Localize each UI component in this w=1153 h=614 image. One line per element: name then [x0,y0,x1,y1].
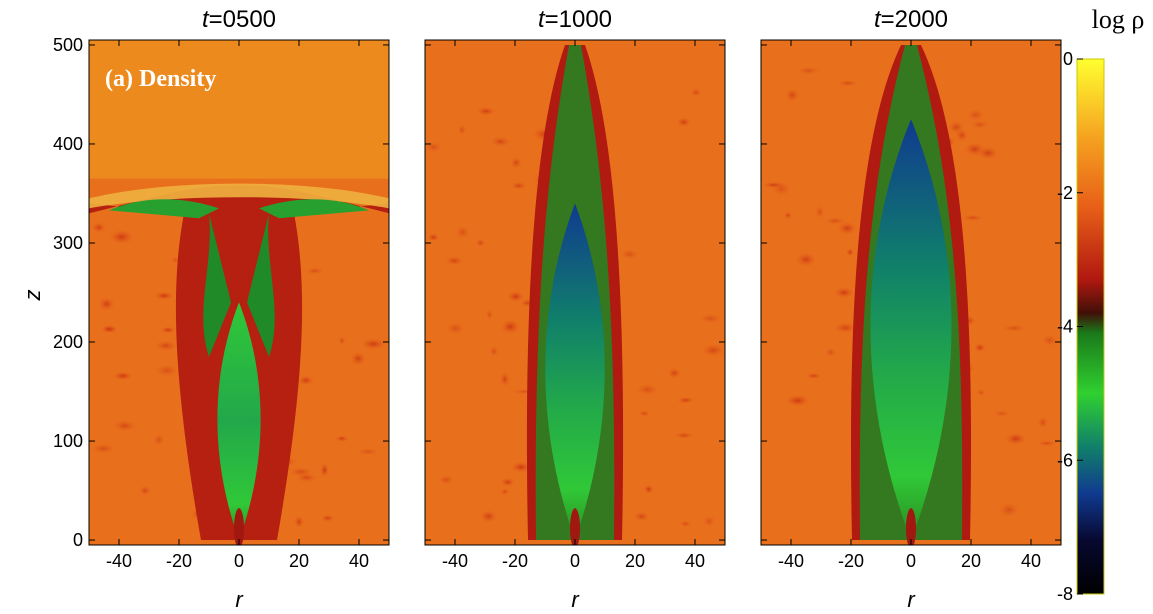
density-panel-2: -40 -20 0 20 40 [424,39,726,571]
panel-titles: t=0500 t=1000 t=2000 [202,6,948,33]
x-tick-label: 20 [289,551,309,571]
x-tick-label: -20 [166,551,192,571]
x-axis-label-1: r [235,587,244,612]
colorbar-tick-label: -2 [1057,183,1073,203]
density-panel-1: -40 -20 0 20 40 [88,39,390,571]
x-tick-label: 20 [961,551,981,571]
jet-cavity [870,119,952,541]
y-tick-label: 500 [53,35,83,55]
colorbar-tick-label: 0 [1063,49,1073,69]
colorbar-label: log ρ [1092,5,1145,34]
x-axis-label-3: r [907,587,916,612]
colorbar-ticks: 0 -2 -4 -6 -8 [1057,49,1083,604]
x-tick-label: -40 [778,551,804,571]
panel-title-1: t=0500 [202,6,276,33]
y-tick-label: 400 [53,134,83,154]
colorbar-tick-label: -4 [1057,317,1073,337]
y-axis-label: z [20,290,45,302]
y-tick-label: 100 [53,431,83,451]
colorbar-tick-label: -8 [1057,584,1073,604]
x-tick-label: 40 [1021,551,1041,571]
jet-cavity [217,302,261,541]
x-tick-label: 40 [685,551,705,571]
y-ticks: 0 100 200 300 400 500 [53,35,83,550]
x-axis-label-2: r [571,587,580,612]
y-tick-label: 200 [53,332,83,352]
x-tick-label: 20 [625,551,645,571]
x-tick-label: 0 [570,551,580,571]
x-tick-label: -20 [502,551,528,571]
panels: -40 -20 0 20 40 -40 -20 0 20 40 -40 -20 0 20 40 [88,39,1062,571]
jet-cavity [545,203,605,541]
x-tick-label: -40 [106,551,132,571]
x-tick-label: 40 [349,551,369,571]
x-tick-label: -20 [838,551,864,571]
y-tick-label: 300 [53,233,83,253]
panel-annotation: (a) Density [105,66,216,92]
panel-title-3: t=2000 [874,6,948,33]
colorbar-tick-label: -6 [1057,450,1073,470]
x-tick-label: -40 [442,551,468,571]
colorbar: log ρ 0 -2 -4 -6 -8 [1057,5,1144,604]
x-tick-label: 0 [234,551,244,571]
x-tick-label: 0 [906,551,916,571]
density-panel-3: -40 -20 0 20 40 [760,39,1062,571]
panel-title-2: t=1000 [538,6,612,33]
y-tick-label: 0 [73,530,83,550]
